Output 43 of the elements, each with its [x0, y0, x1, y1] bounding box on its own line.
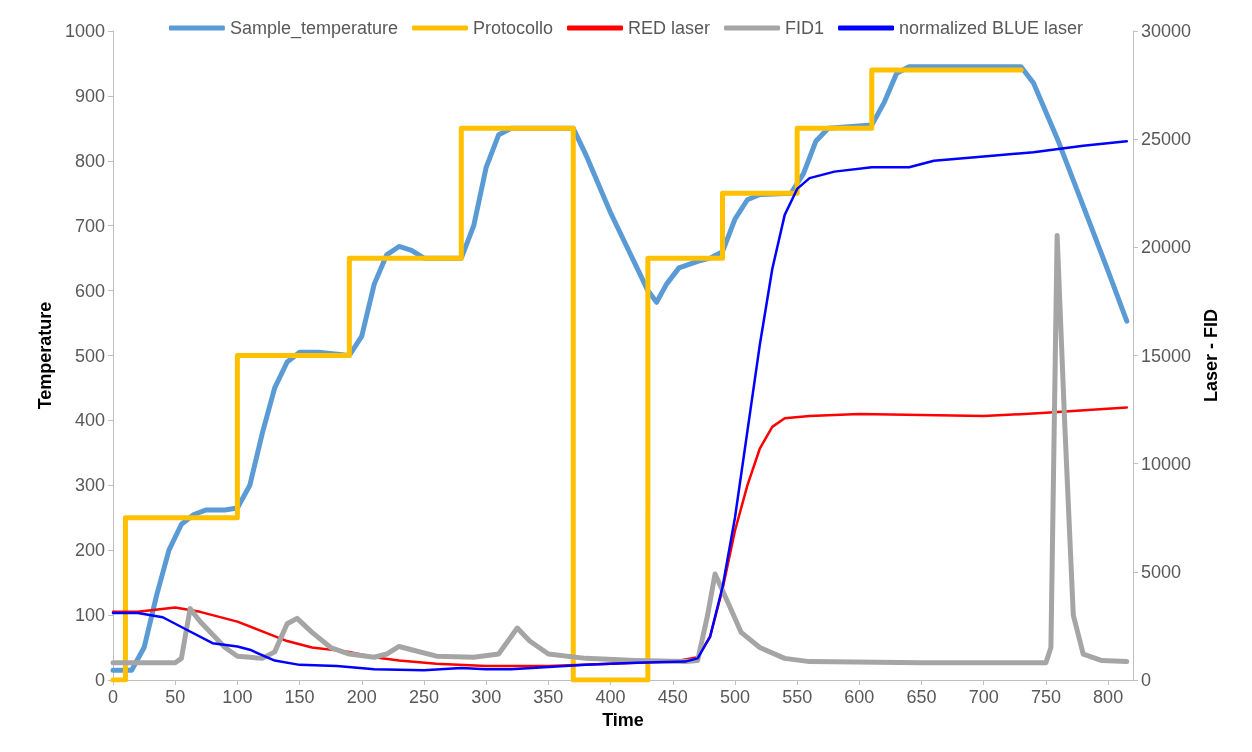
legend-label: FID1	[785, 18, 825, 38]
y2-tick-label: 30000	[1141, 21, 1192, 41]
y2-tick-label: 25000	[1141, 129, 1192, 150]
y-tick-label: 300	[74, 475, 105, 496]
y-tick-label: 500	[74, 345, 105, 366]
x-tick-label: 700	[968, 687, 999, 707]
y-tick-label: 900	[74, 85, 105, 106]
x-axis-title: Time	[602, 709, 644, 730]
y2-tick-label: 5000	[1141, 561, 1182, 582]
x-tick-label: 150	[284, 687, 315, 707]
y2-tick-label: 0	[1141, 670, 1152, 690]
x-tick-label: 750	[1030, 687, 1061, 707]
y2-axis-title: Laser - FID	[1200, 308, 1221, 403]
x-tick-label: 600	[844, 687, 875, 707]
x-tick-label: 0	[107, 687, 119, 707]
legend-label: Protocollo	[472, 18, 554, 38]
x-tick-label: 800	[1093, 687, 1124, 707]
x-tick-label: 300	[471, 687, 502, 707]
y-tick-label: 1000	[64, 21, 105, 41]
y-tick-label: 0	[94, 670, 105, 690]
y2-tick-label: 15000	[1141, 345, 1192, 366]
x-tick-label: 500	[719, 687, 750, 707]
x-tick-label: 350	[533, 687, 564, 707]
y-tick-label: 800	[74, 150, 105, 171]
y-axis-title: Temperature	[35, 301, 56, 410]
x-tick-label: 550	[782, 687, 813, 707]
x-tick-label: 100	[222, 687, 253, 707]
legend-label: RED laser	[628, 18, 711, 38]
legend-label: Sample_temperature	[229, 18, 398, 39]
y-tick-label: 600	[74, 280, 105, 301]
x-tick-label: 50	[165, 687, 186, 707]
legend-label: normalized BLUE laser	[899, 18, 1084, 38]
x-tick-label: 200	[346, 687, 377, 707]
y2-tick-label: 20000	[1141, 237, 1192, 258]
x-tick-label: 650	[906, 687, 937, 707]
y-tick-label: 700	[74, 215, 105, 236]
y-tick-label: 200	[74, 540, 105, 561]
y-tick-label: 400	[74, 410, 105, 431]
x-tick-label: 250	[408, 687, 439, 707]
y-tick-label: 100	[74, 605, 105, 626]
x-tick-label: 400	[595, 687, 626, 707]
x-tick-label: 450	[657, 687, 688, 707]
y2-tick-label: 10000	[1141, 453, 1192, 474]
